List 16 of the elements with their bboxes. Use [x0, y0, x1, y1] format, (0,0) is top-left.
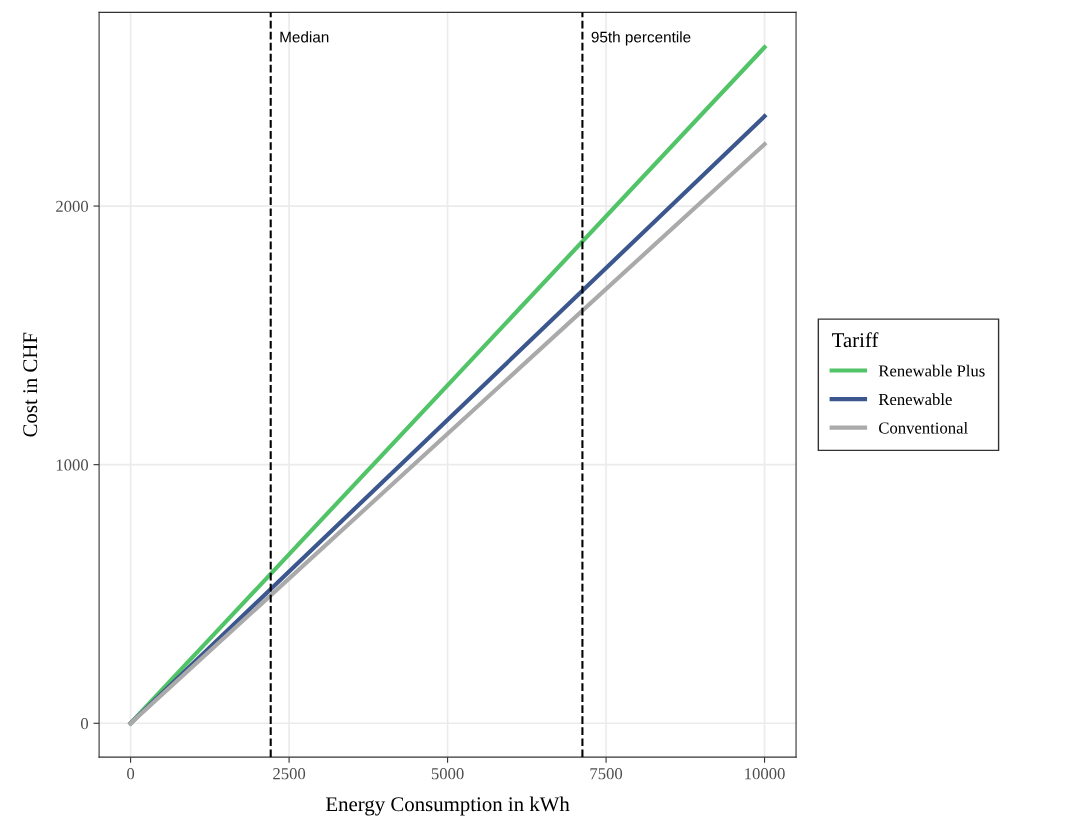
legend-label: Renewable Plus	[878, 364, 985, 377]
y-tick-label: 0	[80, 717, 89, 730]
ref-line-label: Median	[280, 31, 329, 43]
y-tick-label: 2000	[56, 200, 89, 212]
x-axis-title: Energy Consumption in kWh	[325, 796, 570, 816]
ref-line-label: 95th percentile	[591, 31, 691, 46]
y-axis-title: Cost in CHF	[23, 332, 38, 437]
y-tick-label: 1000	[56, 459, 89, 471]
legend-label: Conventional	[879, 421, 968, 434]
x-tick-label: 0	[127, 768, 135, 780]
x-tick-label: 5000	[431, 768, 464, 780]
legend-label: Renewable	[878, 393, 952, 406]
x-tick-label: 7500	[590, 768, 623, 780]
x-tick-label: 10000	[745, 768, 785, 780]
legend-title: Tariff	[832, 332, 879, 348]
x-tick-label: 2500	[273, 768, 306, 780]
